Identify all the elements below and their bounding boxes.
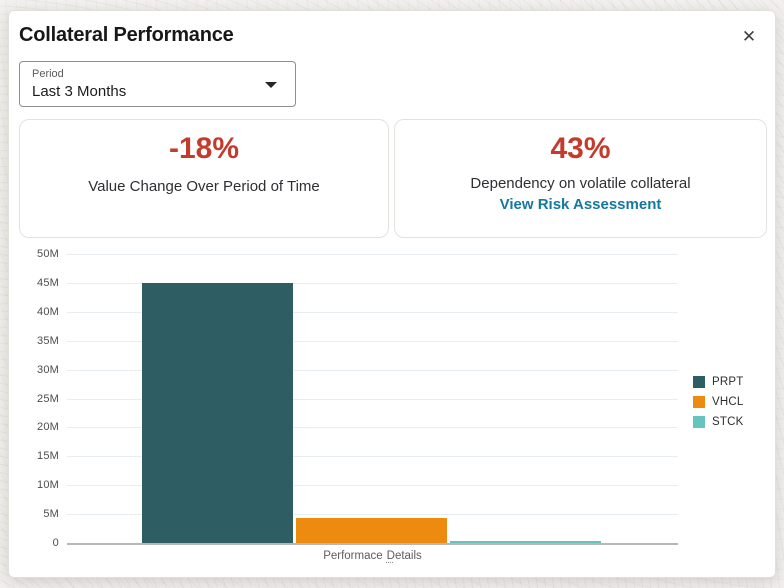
chevron-down-icon — [265, 82, 277, 88]
y-tick-label: 40M — [37, 305, 59, 318]
dependency-description: Dependency on volatile collateral — [470, 175, 691, 192]
legend-swatch-icon — [693, 376, 705, 388]
bar-prpt[interactable] — [142, 283, 293, 543]
y-tick-label: 0 — [52, 537, 59, 549]
x-axis-line — [67, 543, 678, 545]
y-tick-label: 30M — [37, 363, 59, 376]
plot-area — [67, 254, 678, 545]
gridline — [67, 456, 678, 458]
dependency-stat: 43% — [550, 132, 611, 165]
legend-label: STCK — [712, 416, 744, 428]
gridline — [67, 340, 678, 342]
y-tick-label: 25M — [37, 392, 59, 405]
period-dropdown-label: Period — [32, 68, 64, 80]
y-tick-label: 35M — [37, 334, 59, 347]
page-title: Collateral Performance — [19, 24, 234, 46]
value-change-description: Value Change Over Period of Time — [88, 178, 320, 195]
legend-item-prpt[interactable]: PRPT — [693, 372, 743, 392]
gridline — [67, 398, 678, 400]
gridline — [67, 254, 678, 255]
y-tick-label: 5M — [43, 508, 59, 521]
gridline — [67, 514, 678, 516]
legend-item-vhcl[interactable]: VHCL — [693, 392, 743, 412]
collateral-bar-chart: 50M 45M 40M 35M 30M 25M 20M 15M 10M 5M 0 Performac… — [9, 246, 777, 576]
y-tick-label: 15M — [37, 450, 59, 463]
x-axis-label-word: Details — [386, 550, 422, 562]
period-dropdown[interactable]: Period Last 3 Months — [19, 61, 296, 107]
close-icon[interactable]: ✕ — [735, 23, 763, 51]
bar-stck[interactable] — [450, 541, 601, 543]
view-risk-assessment-link[interactable]: View Risk Assessment — [499, 196, 662, 213]
bar-vhcl[interactable] — [296, 518, 447, 543]
legend-swatch-icon — [693, 396, 705, 408]
gridline — [67, 427, 678, 429]
x-axis-label: Performace Details — [67, 550, 678, 562]
y-tick-label: 10M — [37, 479, 59, 492]
legend-label: VHCL — [712, 396, 744, 408]
gridline — [67, 282, 678, 284]
legend-label: PRPT — [712, 376, 744, 388]
value-change-stat: -18% — [168, 132, 240, 165]
legend-item-stck[interactable]: STCK — [693, 412, 743, 432]
y-tick-label: 45M — [37, 276, 59, 289]
period-dropdown-value: Last 3 Months — [32, 83, 127, 100]
x-axis-label-word: Performace — [323, 550, 383, 562]
y-tick-label: 20M — [37, 421, 59, 434]
gridline — [67, 485, 678, 487]
y-axis-labels: 50M 45M 40M 35M 30M 25M 20M 15M 10M 5M 0 — [9, 248, 59, 549]
value-change-card: -18% Value Change Over Period of Time — [19, 119, 389, 238]
gridline — [67, 369, 678, 371]
collateral-performance-modal: Collateral Performance ✕ Period Last 3 M… — [8, 10, 776, 578]
gridline — [67, 311, 678, 313]
y-tick-label: 50M — [37, 248, 59, 260]
chart-legend: PRPT VHCL STCK — [693, 372, 743, 432]
legend-swatch-icon — [693, 416, 705, 428]
dependency-card: 43% Dependency on volatile collateral Vi… — [394, 119, 767, 238]
